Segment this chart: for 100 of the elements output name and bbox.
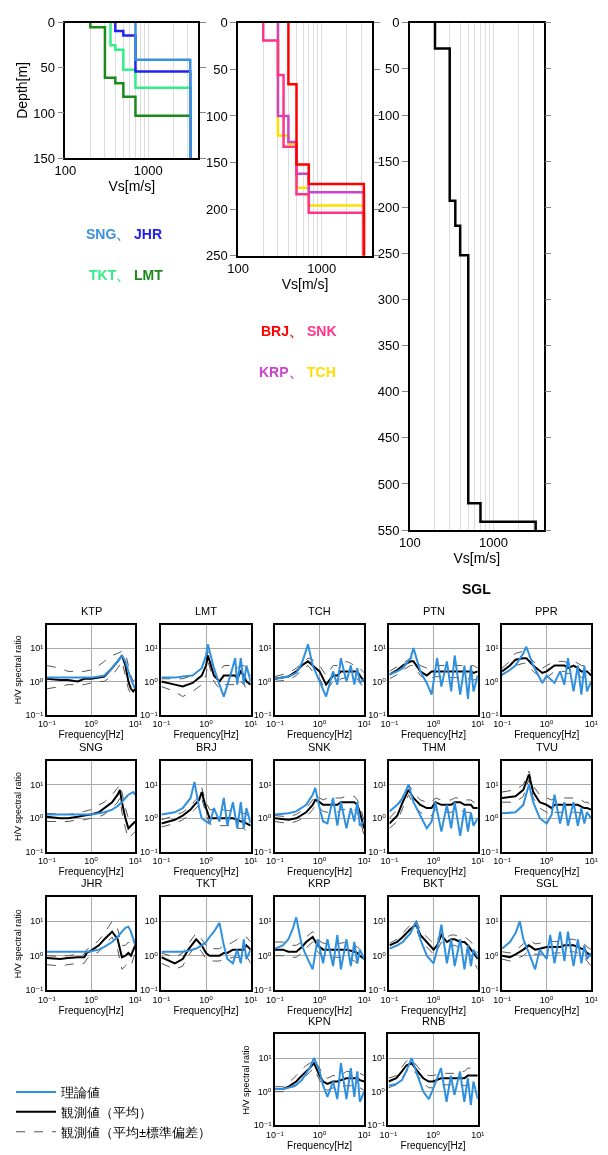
x-axis-title: Frequency[Hz] [173,729,239,741]
chart-title: KPN [308,1015,331,1027]
x-tick-label: 10⁻¹ [493,994,511,1005]
y-tick-label: 150 [377,153,400,169]
x-tick-label: 10¹ [584,994,598,1005]
y-tick-label: 10⁻¹ [253,709,272,720]
chart-title: JHR [81,877,103,889]
y-tick-label: 10¹ [144,916,158,927]
y-tick-label: 450 [377,430,400,446]
x-axis-title: Frequency[Hz] [400,1139,466,1151]
x-tick-label: 10¹ [471,719,485,730]
x-axis-title: Frequency[Hz] [58,1004,124,1016]
y-tick-label: 10⁰ [484,813,499,824]
y-axis-title: Depth[m] [14,62,31,119]
text: KRP、 [259,364,303,380]
chart-title: PPR [535,605,558,617]
chart-title: SNG [79,741,103,753]
y-tick-label: 10⁻¹ [368,709,386,720]
chart-title: TKT [196,877,218,889]
y-tick-label: 10⁰ [29,676,44,687]
y-tick-label: 10⁻¹ [140,709,158,720]
y-tick-label: 10¹ [371,1053,385,1064]
x-tick-label: 10⁻¹ [493,856,511,867]
x-tick-label: 10⁰ [199,719,214,730]
x-tick-label: 10¹ [244,719,258,730]
y-tick-label: 150 [33,150,55,166]
y-tick-label: 10¹ [30,643,44,654]
y-tick-label: 10¹ [372,779,386,790]
text: LMT [134,267,164,283]
y-tick-label: 10⁰ [144,950,159,961]
y-tick-label: 10⁰ [372,676,387,687]
text: SGL [462,581,492,597]
y-tick-label: 10⁰ [144,813,159,824]
y-tick-label: 10⁰ [144,676,159,687]
text: TCH [307,364,336,380]
chart-title: KRP [308,877,331,889]
x-tick-label: 10¹ [357,994,371,1005]
x-axis-title: Frequency[Hz] [58,729,124,741]
x-tick-label: 10⁰ [539,856,554,867]
x-tick-label: 10⁻¹ [266,994,284,1005]
y-tick-label: 100 [377,107,400,123]
x-axis-title: Frequency[Hz] [401,729,467,741]
x-tick-label: 10⁻¹ [152,719,171,730]
x-tick-label: 10¹ [357,719,371,730]
x-tick-label: 10⁻¹ [152,994,171,1005]
x-tick-label: 10⁰ [539,719,554,730]
y-tick-label: 10⁻¹ [368,847,386,858]
x-tick-label: 10¹ [244,856,258,867]
x-tick-label: 10¹ [244,994,258,1005]
x-axis-title: Frequency[Hz] [173,1004,239,1016]
y-tick-label: 10¹ [258,643,272,654]
x-tick-label: 10⁰ [426,994,441,1005]
y-tick-label: 10¹ [258,779,272,790]
x-tick-label: 10⁻¹ [493,719,511,730]
y-tick-label: 100 [33,105,55,121]
x-axis-title: Frequency[Hz] [173,866,239,878]
x-axis-title: Vs[m/s] [108,178,156,195]
y-tick-label: 10⁰ [29,813,44,824]
y-tick-label: 150 [206,155,228,171]
chart-title: BRJ [196,741,217,753]
y-tick-label: 10⁰ [257,1086,272,1097]
x-tick-label: 10⁻¹ [266,719,284,730]
y-axis-title: H/V spectral ratio [13,771,24,841]
y-tick-label: 10⁰ [257,950,272,961]
y-tick-label: 10⁻¹ [367,1120,385,1131]
y-tick-label: 10⁻¹ [368,985,386,996]
y-tick-label: 550 [377,522,400,538]
y-axis-title: H/V spectral ratio [13,635,24,705]
y-tick-label: 10¹ [144,643,158,654]
x-tick-label: 10¹ [471,994,485,1005]
y-tick-label: 10⁻¹ [25,847,44,858]
y-tick-label: 10⁻¹ [25,709,44,720]
y-tick-label: 50 [213,61,228,77]
x-tick-label: 10⁰ [199,856,214,867]
y-tick-label: 10⁰ [257,676,272,687]
y-tick-label: 10⁻¹ [253,985,272,996]
chart-title: TVU [536,741,559,753]
x-tick-label: 10¹ [128,994,142,1005]
y-tick-label: 10⁰ [372,813,387,824]
y-tick-label: 10⁻¹ [480,985,499,996]
y-tick-label: 0 [220,15,228,31]
text: SNG、 [86,226,131,242]
y-tick-label: 250 [206,248,228,264]
y-tick-label: 10⁰ [29,950,44,961]
y-axis-title: H/V spectral ratio [241,1045,252,1115]
chart-title: KTP [81,605,103,617]
x-tick-label: 10⁰ [426,1129,441,1140]
text: JHR [134,226,163,242]
x-tick-label: 1000 [307,261,337,277]
y-tick-label: 200 [206,201,228,217]
text: TKT、 [89,267,131,283]
x-tick-label: 10⁰ [312,719,327,730]
x-axis-title: Frequency[Hz] [287,1139,353,1151]
y-tick-label: 10¹ [144,779,158,790]
x-tick-label: 10¹ [128,856,142,867]
x-tick-label: 1000 [478,535,508,551]
y-tick-label: 350 [377,338,400,354]
chart-title: PTN [423,605,446,617]
y-tick-label: 0 [47,15,55,31]
y-tick-label: 10⁰ [484,950,499,961]
